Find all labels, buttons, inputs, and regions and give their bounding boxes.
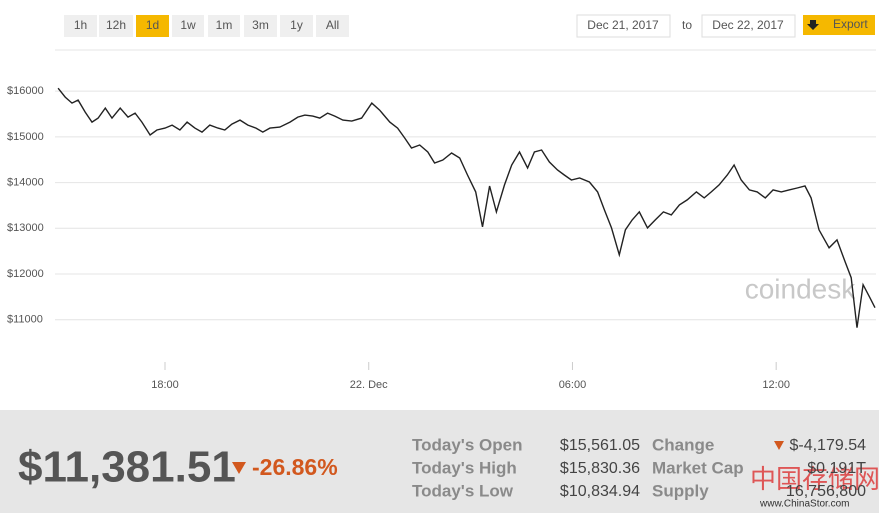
- range-label: 1m: [216, 18, 233, 32]
- stat-value: $15,561.05: [560, 437, 640, 454]
- change-arrow: [774, 441, 784, 450]
- stat-value: $10,834.94: [560, 483, 640, 500]
- stat-label: Today's Low: [412, 481, 514, 500]
- date-from-box[interactable]: [576, 14, 671, 38]
- stat-label: Today's Open: [412, 435, 522, 454]
- site-watermark: 中国存储网: [750, 464, 879, 494]
- range-button[interactable]: [208, 15, 240, 37]
- export-icon: [807, 20, 819, 30]
- x-tick-label: 22. Dec: [350, 379, 388, 391]
- range-button[interactable]: [64, 15, 97, 37]
- price-line: [57, 87, 876, 328]
- range-label: 1d: [146, 18, 159, 32]
- down-arrow: [232, 462, 246, 474]
- date-from: Dec 21, 2017: [587, 18, 659, 32]
- range-label: 1w: [180, 18, 196, 32]
- site-url: www.ChinaStor.com: [759, 499, 849, 510]
- stat-label: Supply: [652, 481, 709, 500]
- y-tick-label: $13000: [7, 222, 44, 234]
- y-tick-label: $15000: [7, 131, 44, 143]
- stat-label: Market Cap: [652, 458, 744, 477]
- stat-value: 16,756,800: [786, 483, 866, 500]
- date-to: Dec 22, 2017: [712, 18, 784, 32]
- watermark: coindesk: [745, 273, 857, 304]
- y-tick-label: $16000: [7, 85, 44, 97]
- y-tick-label: $14000: [7, 176, 44, 188]
- x-tick-label: 06:00: [559, 379, 587, 391]
- export-button[interactable]: [803, 15, 875, 35]
- y-tick-label: $11000: [7, 314, 43, 326]
- x-tick-label: 12:00: [762, 379, 790, 391]
- stat-value: $-4,179.54: [789, 437, 866, 454]
- stat-label: Change: [652, 435, 714, 454]
- price: $11,381.51: [18, 443, 236, 492]
- range-label: 1h: [74, 18, 87, 32]
- change-pct: -26.86%: [252, 454, 338, 480]
- range-button[interactable]: [99, 15, 133, 37]
- range-button[interactable]: [136, 15, 169, 37]
- range-button[interactable]: [244, 15, 277, 37]
- date-to-box[interactable]: [701, 14, 796, 38]
- stat-value: $15,830.36: [560, 460, 640, 477]
- date-to-label: to: [682, 18, 692, 32]
- range-button[interactable]: [280, 15, 313, 37]
- stats-panel: [0, 410, 879, 513]
- range-button[interactable]: [172, 15, 204, 37]
- range-label: All: [326, 18, 339, 32]
- range-label: 12h: [106, 18, 126, 32]
- range-label: 1y: [290, 18, 303, 32]
- range-label: 3m: [252, 18, 269, 32]
- x-tick-label: 18:00: [151, 379, 179, 391]
- range-button[interactable]: [316, 15, 349, 37]
- export-label: Export: [833, 17, 868, 31]
- y-tick-label: $12000: [7, 268, 44, 280]
- stat-value: $0.191T: [807, 460, 866, 477]
- stat-label: Today's High: [412, 458, 517, 477]
